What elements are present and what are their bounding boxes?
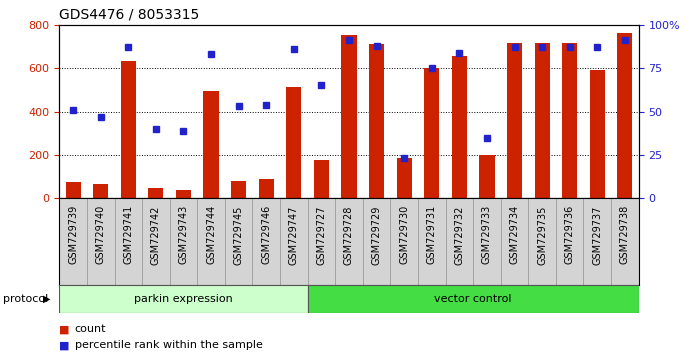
Bar xyxy=(286,87,302,198)
Bar xyxy=(507,43,522,198)
Text: GSM729742: GSM729742 xyxy=(151,205,161,264)
Bar xyxy=(59,198,87,285)
Text: GSM729733: GSM729733 xyxy=(482,205,492,264)
Bar xyxy=(280,198,308,285)
Text: GSM729732: GSM729732 xyxy=(454,205,464,264)
Bar xyxy=(452,56,467,198)
Bar xyxy=(335,198,363,285)
Text: GSM729731: GSM729731 xyxy=(426,205,437,264)
Bar xyxy=(473,198,500,285)
Bar xyxy=(176,190,191,198)
Bar xyxy=(363,198,390,285)
Text: GDS4476 / 8053315: GDS4476 / 8053315 xyxy=(59,7,200,21)
Bar xyxy=(418,198,445,285)
Bar xyxy=(480,155,494,198)
Text: GSM729736: GSM729736 xyxy=(565,205,574,264)
Text: GSM729746: GSM729746 xyxy=(261,205,272,264)
Text: ■: ■ xyxy=(59,324,70,334)
Text: parkin expression: parkin expression xyxy=(134,294,233,304)
Bar xyxy=(93,184,108,198)
Bar xyxy=(87,198,114,285)
Text: GSM729739: GSM729739 xyxy=(68,205,78,264)
Text: ▶: ▶ xyxy=(43,294,51,304)
Bar xyxy=(341,35,357,198)
Text: count: count xyxy=(75,324,106,334)
Bar xyxy=(253,198,280,285)
Text: GSM729738: GSM729738 xyxy=(620,205,630,264)
Bar xyxy=(148,188,163,198)
Bar xyxy=(500,198,528,285)
Bar xyxy=(121,61,136,198)
Bar xyxy=(114,198,142,285)
Text: ■: ■ xyxy=(59,340,70,350)
Bar xyxy=(259,179,274,198)
Text: GSM729744: GSM729744 xyxy=(206,205,216,264)
Bar xyxy=(590,70,605,198)
Bar xyxy=(535,43,550,198)
Bar xyxy=(584,198,611,285)
Bar xyxy=(59,285,308,313)
Text: GSM729741: GSM729741 xyxy=(124,205,133,264)
Bar xyxy=(556,198,584,285)
Bar xyxy=(396,158,412,198)
Text: GSM729727: GSM729727 xyxy=(316,205,327,265)
Bar xyxy=(617,33,632,198)
Text: GSM729734: GSM729734 xyxy=(510,205,519,264)
Bar xyxy=(170,198,198,285)
Bar xyxy=(369,44,384,198)
Bar xyxy=(528,198,556,285)
Bar xyxy=(66,182,81,198)
Text: GSM729740: GSM729740 xyxy=(96,205,105,264)
Bar xyxy=(308,198,335,285)
Text: percentile rank within the sample: percentile rank within the sample xyxy=(75,340,262,350)
Bar xyxy=(142,198,170,285)
Text: GSM729737: GSM729737 xyxy=(593,205,602,264)
Bar xyxy=(562,43,577,198)
Text: protocol: protocol xyxy=(3,294,49,304)
Bar xyxy=(198,198,225,285)
Text: GSM729728: GSM729728 xyxy=(344,205,354,264)
Bar xyxy=(308,285,639,313)
Text: GSM729743: GSM729743 xyxy=(179,205,188,264)
Text: vector control: vector control xyxy=(434,294,512,304)
Text: GSM729729: GSM729729 xyxy=(371,205,382,264)
Bar xyxy=(231,181,246,198)
Bar xyxy=(445,198,473,285)
Bar xyxy=(390,198,418,285)
Bar xyxy=(611,198,639,285)
Bar xyxy=(225,198,253,285)
Bar xyxy=(204,91,218,198)
Text: GSM729745: GSM729745 xyxy=(234,205,244,264)
Text: GSM729735: GSM729735 xyxy=(537,205,547,264)
Bar xyxy=(424,68,439,198)
Text: GSM729747: GSM729747 xyxy=(289,205,299,264)
Text: GSM729730: GSM729730 xyxy=(399,205,409,264)
Bar xyxy=(314,160,329,198)
